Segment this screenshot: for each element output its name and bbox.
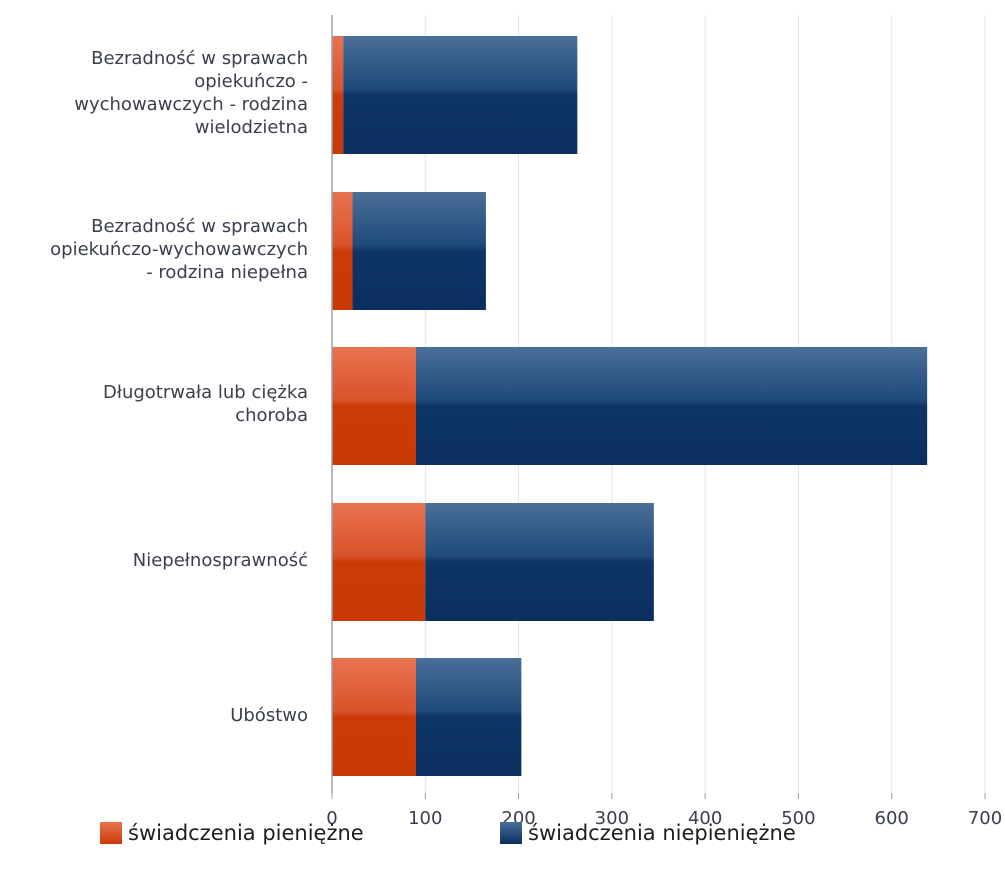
x-axis-ticks: 0 100 200 300 400 500 600 700: [326, 793, 1002, 829]
bar-segment-niepieniezne[interactable]: [415, 658, 522, 776]
category-label: Bezradność w sprawach opiekuńczo-wychowa…: [50, 215, 308, 283]
bar-segment-pieniezne[interactable]: [332, 36, 344, 154]
legend-item-pieniezne[interactable]: świadczenia pieniężne: [100, 820, 364, 846]
legend-label: świadczenia niepieniężne: [528, 821, 796, 845]
bar-segment-pieniezne[interactable]: [332, 658, 416, 776]
legend-item-niepieniezne[interactable]: świadczenia niepieniężne: [500, 820, 796, 846]
bar-segment-niepieniezne[interactable]: [343, 36, 578, 154]
bar-segment-niepieniezne[interactable]: [352, 192, 486, 310]
category-label: Ubóstwo: [230, 704, 308, 726]
x-tick-label: 600: [875, 808, 909, 829]
x-tick-label: 300: [595, 808, 629, 829]
bar-segment-niepieniezne[interactable]: [415, 347, 928, 465]
bar-segment-niepieniezne[interactable]: [425, 503, 654, 621]
bar-segment-pieniezne[interactable]: [332, 503, 426, 621]
x-tick-label: 100: [408, 808, 442, 829]
bar-segment-pieniezne[interactable]: [332, 347, 416, 465]
x-tick-label: 700: [968, 808, 1002, 829]
category-label: Bezradność w sprawach opiekuńczo - wycho…: [74, 48, 308, 138]
category-label: Niepełnosprawność: [132, 549, 308, 571]
x-tick-label: 500: [781, 808, 815, 829]
legend-swatch-orange: [100, 822, 122, 844]
bar-segment-pieniezne[interactable]: [332, 192, 353, 310]
bars-group: [332, 36, 928, 776]
category-label: Długotrwała lub ciężka choroba: [102, 382, 308, 426]
x-tick-label: 0: [326, 808, 337, 829]
legend-swatch-blue: [500, 822, 522, 844]
x-tick-label: 400: [688, 808, 722, 829]
legend-label: świadczenia pieniężne: [128, 821, 364, 845]
